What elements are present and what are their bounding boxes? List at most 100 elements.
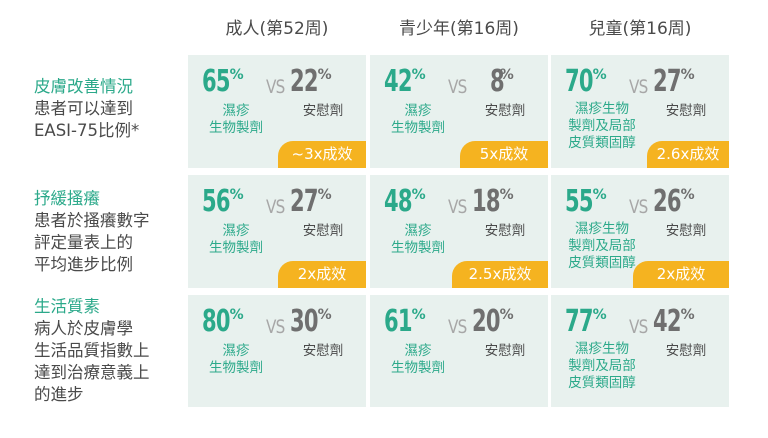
- placebo-value: 18: [472, 184, 501, 219]
- result-cell: 61% VS 20% 濕疹 生物製劑 安慰劑: [370, 295, 548, 407]
- combo-label: 濕疹生物 製劑及局部 皮質類固醇: [568, 341, 636, 391]
- placebo-label: 安慰劑: [484, 223, 526, 239]
- percent-sign: %: [499, 187, 514, 203]
- column-header-adults: 成人(第52周): [225, 19, 329, 39]
- biologic-stat: 55%: [565, 185, 607, 219]
- biologic-stat: 70%: [565, 65, 607, 99]
- biologic-label: 濕疹 生物製劑: [391, 223, 445, 256]
- placebo-value: 42: [653, 304, 682, 339]
- efficacy-badge: 2x成效: [633, 261, 729, 288]
- biologic-value: 55: [565, 184, 594, 219]
- vs-label: VS: [629, 316, 648, 338]
- efficacy-badge: 2x成效: [278, 261, 366, 288]
- efficacy-badge: ~3x成效: [278, 141, 366, 168]
- biologic-label: 濕疹 生物製劑: [209, 103, 263, 136]
- percent-sign: %: [411, 307, 426, 323]
- placebo-label: 安慰劑: [302, 103, 344, 119]
- row-desc-line: 評定量表上的: [34, 233, 133, 252]
- placebo-label: 安慰劑: [665, 343, 707, 359]
- percent-sign: %: [592, 67, 607, 83]
- result-cell: 48% VS 18% 濕疹 生物製劑 安慰劑 2.5x成效: [370, 175, 548, 288]
- placebo-value: 27: [653, 64, 682, 99]
- vs-label: VS: [629, 196, 648, 218]
- row-title: 生活質素: [34, 297, 100, 316]
- biologic-label: 濕疹 生物製劑: [209, 223, 263, 256]
- percent-sign: %: [229, 67, 244, 83]
- biologic-value: 56: [202, 184, 231, 219]
- percent-sign: %: [317, 307, 332, 323]
- biologic-value: 42: [384, 64, 413, 99]
- placebo-value: 20: [472, 304, 501, 339]
- placebo-value: 8: [490, 64, 505, 99]
- placebo-stat: 26%: [653, 185, 695, 219]
- combo-label: 濕疹生物 製劑及局部 皮質類固醇: [568, 221, 636, 271]
- percent-sign: %: [411, 67, 426, 83]
- placebo-stat: 30%: [290, 305, 332, 339]
- percent-sign: %: [317, 67, 332, 83]
- result-cell: 70% VS 27% 濕疹生物 製劑及局部 皮質類固醇 安慰劑 2.6x成效: [551, 55, 729, 168]
- row-desc-line: EASI-75比例*: [34, 121, 140, 140]
- row-label-skin: 皮膚改善情況 患者可以達到 EASI-75比例*: [34, 76, 184, 142]
- row-desc-line: 平均進步比例: [34, 255, 133, 274]
- result-cell: 42% VS 8% 濕疹 生物製劑 安慰劑 5x成效: [370, 55, 548, 168]
- placebo-label: 安慰劑: [302, 223, 344, 239]
- biologic-stat: 56%: [202, 185, 244, 219]
- biologic-value: 65: [202, 64, 231, 99]
- percent-sign: %: [317, 187, 332, 203]
- biologic-stat: 42%: [384, 65, 426, 99]
- biologic-stat: 80%: [202, 305, 244, 339]
- vs-label: VS: [448, 316, 467, 338]
- efficacy-badge: 5x成效: [460, 141, 548, 168]
- vs-label: VS: [448, 76, 467, 98]
- vs-label: VS: [629, 76, 648, 98]
- row-label-quality-of-life: 生活質素 病人於皮膚學 生活品質指數上 達到治療意義上 的進步: [34, 296, 184, 406]
- biologic-label: 濕疹 生物製劑: [391, 343, 445, 376]
- row-desc-line: 達到治療意義上: [34, 363, 150, 382]
- result-cell: 55% VS 26% 濕疹生物 製劑及局部 皮質類固醇 安慰劑 2x成效: [551, 175, 729, 288]
- placebo-label: 安慰劑: [665, 223, 707, 239]
- placebo-label: 安慰劑: [484, 343, 526, 359]
- row-desc-line: 病人於皮膚學: [34, 319, 133, 338]
- biologic-value: 80: [202, 304, 231, 339]
- placebo-value: 26: [653, 184, 682, 219]
- row-desc-line: 的進步: [34, 385, 84, 404]
- column-header-children: 兒童(第16周): [588, 19, 692, 39]
- placebo-label: 安慰劑: [484, 103, 526, 119]
- percent-sign: %: [680, 187, 695, 203]
- percent-sign: %: [680, 307, 695, 323]
- vs-label: VS: [266, 196, 285, 218]
- placebo-stat: 27%: [653, 65, 695, 99]
- biologic-stat: 77%: [565, 305, 607, 339]
- combo-label: 濕疹生物 製劑及局部 皮質類固醇: [568, 101, 636, 151]
- row-label-itch: 抒緩搔癢 患者於搔癢數字 評定量表上的 平均進步比例: [34, 188, 184, 276]
- placebo-stat: 20%: [472, 305, 514, 339]
- row-desc-line: 生活品質指數上: [34, 341, 150, 360]
- percent-sign: %: [592, 187, 607, 203]
- column-header-adolescents: 青少年(第16周): [399, 19, 519, 39]
- placebo-value: 27: [290, 184, 319, 219]
- percent-sign: %: [411, 187, 426, 203]
- placebo-value: 30: [290, 304, 319, 339]
- result-cell: 77% VS 42% 濕疹生物 製劑及局部 皮質類固醇 安慰劑: [551, 295, 729, 407]
- vs-label: VS: [266, 76, 285, 98]
- row-desc-line: 患者可以達到: [34, 99, 133, 118]
- row-desc-line: 患者於搔癢數字: [34, 211, 150, 230]
- percent-sign: %: [229, 307, 244, 323]
- result-cell: 65% VS 22% 濕疹 生物製劑 安慰劑 ~3x成效: [188, 55, 366, 168]
- biologic-value: 70: [565, 64, 594, 99]
- placebo-stat: 18%: [472, 185, 514, 219]
- biologic-label: 濕疹 生物製劑: [391, 103, 445, 136]
- biologic-value: 77: [565, 304, 594, 339]
- row-title: 抒緩搔癢: [34, 189, 100, 208]
- biologic-value: 48: [384, 184, 413, 219]
- percent-sign: %: [592, 307, 607, 323]
- placebo-stat: 22%: [290, 65, 332, 99]
- percent-sign: %: [680, 67, 695, 83]
- placebo-stat: 8%: [490, 65, 514, 99]
- placebo-label: 安慰劑: [302, 343, 344, 359]
- efficacy-badge: 2.5x成效: [452, 261, 548, 288]
- placebo-stat: 27%: [290, 185, 332, 219]
- vs-label: VS: [266, 316, 285, 338]
- efficacy-badge: 2.6x成效: [647, 141, 729, 168]
- result-cell: 56% VS 27% 濕疹 生物製劑 安慰劑 2x成效: [188, 175, 366, 288]
